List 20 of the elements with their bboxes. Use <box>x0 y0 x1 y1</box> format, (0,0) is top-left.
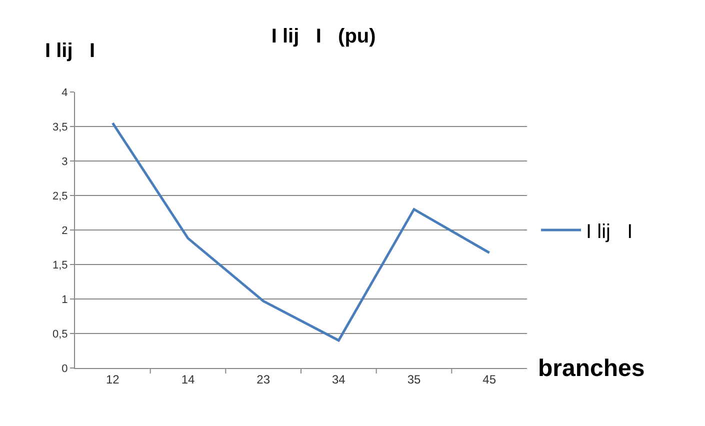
y-tick-label: 3,5 <box>52 121 68 134</box>
y-tick-label: 0 <box>62 362 68 375</box>
x-tick-label: 45 <box>482 372 496 386</box>
legend-label: I lij I <box>586 220 633 243</box>
y-tick-label: 1 <box>62 294 68 306</box>
x-axis-title: branches <box>538 355 645 382</box>
x-tick-label: 35 <box>407 372 421 386</box>
y-tick-label: 2 <box>62 224 68 237</box>
y-tick-label: 1,5 <box>52 259 68 272</box>
line-series <box>111 122 491 342</box>
x-tick-label: 14 <box>181 372 195 386</box>
x-tick-label: 23 <box>256 372 270 386</box>
y-tick-label: 3 <box>62 156 68 168</box>
y-axis-title: I lij I <box>45 40 96 62</box>
y-tick-label: 4 <box>62 86 68 99</box>
chart-title: I lij I (pu) <box>271 26 376 48</box>
y-tick-label: 0,5 <box>52 328 68 340</box>
x-tick-label: 12 <box>106 372 120 386</box>
y-tick-label: 2,5 <box>52 190 68 202</box>
x-tick-label: 34 <box>332 372 346 386</box>
